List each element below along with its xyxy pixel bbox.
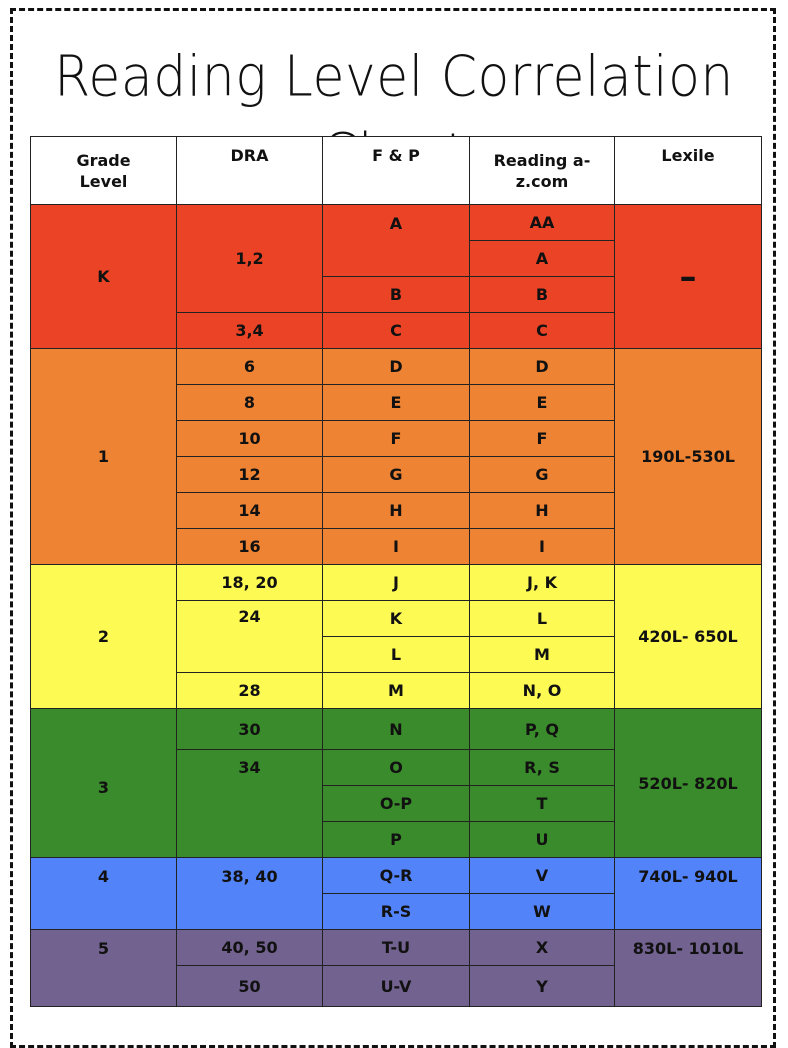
table-row: 5 40, 50 T-U X 830L- 1010L (30, 929, 762, 1007)
table-row: L M (31, 636, 762, 673)
dra-cell: 3,4 (176, 312, 323, 349)
raz-cell: F (469, 420, 615, 457)
table-row: 4 38, 40 Q-R V 740L- 940L (30, 857, 762, 930)
grade-cell: 5 (30, 929, 177, 1007)
fp-cell: H (322, 492, 470, 529)
lexile-cell: 520L- 820L (614, 708, 762, 858)
raz-cell: B (469, 276, 615, 313)
dra-cell: 34 (176, 749, 323, 858)
table-row: 24 K L (31, 600, 762, 673)
fp-cell: L (322, 636, 470, 673)
grade-cell: 2 (30, 564, 177, 709)
fp-cell: M (322, 672, 470, 709)
fp-cell: J (322, 564, 470, 601)
lexile-cell: 830L- 1010L (614, 929, 762, 1007)
dra-cell: 28 (176, 672, 323, 709)
raz-cell: U (469, 821, 615, 858)
grade-cell: 3 (30, 708, 177, 858)
dra-cell: 1,2 (176, 204, 323, 313)
fp-cell: I (322, 528, 470, 565)
header-grade-level: Grade Level (30, 136, 177, 205)
dra-cell: 6 (176, 348, 323, 385)
dra-cell: 16 (176, 528, 323, 565)
table-row: R-S W (31, 893, 762, 930)
raz-cell: L (469, 600, 615, 637)
dra-cell: 10 (176, 420, 323, 457)
table-row: 2 18, 20 J J, K 420L- 650L (30, 564, 762, 709)
fp-cell: O-P (322, 785, 470, 822)
table-row: 50 U-V Y (31, 965, 762, 1007)
dra-cell: 14 (176, 492, 323, 529)
dra-cell: 38, 40 (176, 857, 323, 930)
fp-cell: R-S (322, 893, 470, 930)
fp-cell: Q-R (322, 857, 470, 894)
raz-cell: M (469, 636, 615, 673)
fp-cell: A (322, 204, 470, 277)
fp-cell: N (322, 708, 470, 750)
raz-cell: R, S (469, 749, 615, 786)
table-row: P U (31, 821, 762, 858)
table-row: 3 30 N P, Q 520L- 820L (30, 708, 762, 858)
fp-cell: B (322, 276, 470, 313)
raz-cell: A (469, 240, 615, 277)
fp-cell: F (322, 420, 470, 457)
lexile-cell: 420L- 650L (614, 564, 762, 709)
lexile-cell: 740L- 940L (614, 857, 762, 930)
dra-cell: 8 (176, 384, 323, 421)
raz-cell: H (469, 492, 615, 529)
dra-cell: 18, 20 (176, 564, 323, 601)
raz-cell: I (469, 528, 615, 565)
raz-cell: C (469, 312, 615, 349)
dra-cell: 50 (176, 965, 323, 1007)
table-row: 14 H H (31, 492, 762, 529)
raz-cell: P, Q (469, 708, 615, 750)
raz-cell: X (469, 929, 615, 966)
raz-cell: J, K (469, 564, 615, 601)
header-row: Grade Level DRA F & P Reading a-z.com Le… (30, 136, 762, 205)
table-row: 28 M N, O (31, 672, 762, 709)
fp-cell: D (322, 348, 470, 385)
raz-cell: V (469, 857, 615, 894)
header-lexile: Lexile (614, 136, 762, 205)
raz-cell: W (469, 893, 615, 930)
table-row: 34 O R, S (31, 749, 762, 858)
table-row: O-P T (31, 785, 762, 822)
grade-cell: 4 (30, 857, 177, 930)
raz-cell: G (469, 456, 615, 493)
raz-cell: N, O (469, 672, 615, 709)
correlation-table: Grade Level DRA F & P Reading a-z.com Le… (30, 136, 762, 1007)
header-fp: F & P (322, 136, 470, 205)
header-dra: DRA (176, 136, 323, 205)
table-row: K 1,2 A AA – (30, 204, 762, 349)
fp-cell: U-V (322, 965, 470, 1007)
dra-cell: 30 (176, 708, 323, 750)
table-row: 16 I I (31, 528, 762, 565)
fp-cell: E (322, 384, 470, 421)
header-reading-az: Reading a-z.com (469, 136, 615, 205)
raz-cell: E (469, 384, 615, 421)
fp-cell: P (322, 821, 470, 858)
fp-cell: G (322, 456, 470, 493)
dra-cell: 12 (176, 456, 323, 493)
fp-cell: C (322, 312, 470, 349)
lexile-cell: 190L-530L (614, 348, 762, 565)
fp-cell: K (322, 600, 470, 637)
raz-cell: Y (469, 965, 615, 1007)
dra-cell: 24 (176, 600, 323, 673)
raz-cell: T (469, 785, 615, 822)
raz-cell: D (469, 348, 615, 385)
fp-cell: T-U (322, 929, 470, 966)
lexile-cell: – (614, 204, 762, 349)
table-row: 10 F F (31, 420, 762, 457)
table-row: 12 G G (31, 456, 762, 493)
raz-cell: AA (469, 204, 615, 241)
grade-cell: 1 (30, 348, 177, 565)
dra-cell: 40, 50 (176, 929, 323, 966)
grade-cell: K (30, 204, 177, 349)
fp-cell: O (322, 749, 470, 786)
table-row: 1 6 D D 190L-530L (30, 348, 762, 565)
table-row: 8 E E (31, 384, 762, 421)
